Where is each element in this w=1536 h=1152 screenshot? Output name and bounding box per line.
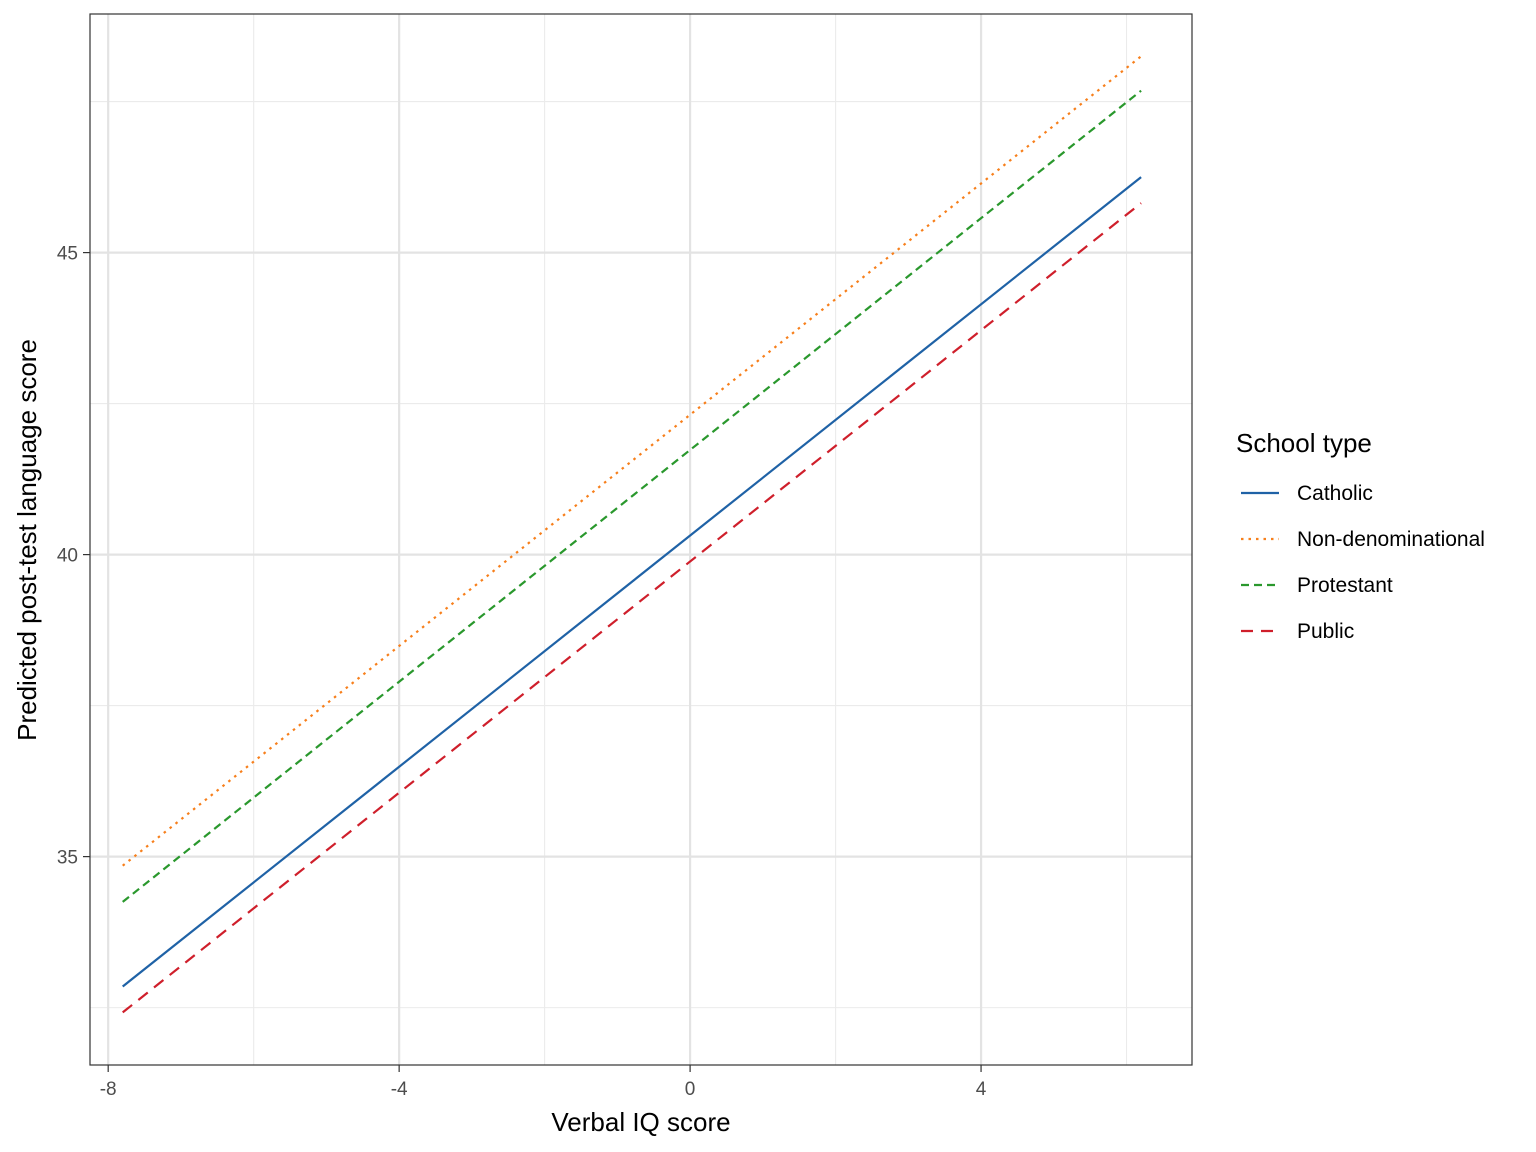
x-tick-label: -8 [100,1079,117,1100]
x-tick-label: 0 [685,1079,696,1100]
legend-items: Catholic Non-denominational Protestant Publ… [1241,482,1485,643]
legend-label: Public [1297,620,1354,643]
x-axis-ticks: -8 -4 0 4 [100,1065,987,1100]
y-tick-label: 45 [57,244,78,265]
series-line-catholic [122,176,1142,988]
legend: School type Catholic Non-denominational Pr… [1236,428,1485,643]
y-axis-title: Predicted post-test language score [12,339,42,741]
y-tick-label: 35 [57,848,78,869]
legend-label: Catholic [1297,482,1373,505]
legend-label: Non-denominational [1297,528,1485,551]
y-tick-label: 40 [57,546,78,567]
plot-panel-background [90,14,1192,1065]
series-line-protestant [122,89,1142,903]
x-tick-label: -4 [391,1079,408,1100]
legend-label: Protestant [1297,574,1393,597]
series-line-public [122,202,1142,1014]
grid-major [90,14,1192,1065]
plot-panel-border [89,13,1193,1066]
legend-title: School type [1236,428,1372,458]
x-axis-title: Verbal IQ score [551,1107,730,1137]
y-axis-ticks: 35 40 45 [57,244,90,869]
series-layer [122,55,1142,1014]
x-tick-label: 4 [976,1079,987,1100]
